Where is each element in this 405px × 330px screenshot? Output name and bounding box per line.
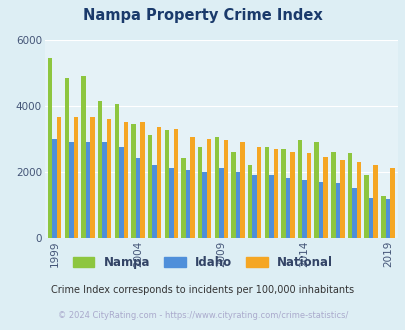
- Text: Crime Index corresponds to incidents per 100,000 inhabitants: Crime Index corresponds to incidents per…: [51, 285, 354, 295]
- Bar: [119, 147, 123, 238]
- Bar: [164, 130, 168, 238]
- Bar: [168, 168, 173, 238]
- Bar: [214, 137, 218, 238]
- Legend: Nampa, Idaho, National: Nampa, Idaho, National: [68, 251, 337, 274]
- Bar: [364, 175, 368, 238]
- Bar: [368, 198, 373, 238]
- Bar: [323, 157, 327, 238]
- Bar: [135, 158, 140, 238]
- Bar: [347, 153, 352, 238]
- Bar: [140, 122, 144, 238]
- Bar: [90, 117, 94, 238]
- Bar: [235, 172, 240, 238]
- Bar: [352, 188, 356, 238]
- Bar: [264, 147, 269, 238]
- Bar: [281, 148, 285, 238]
- Bar: [389, 168, 394, 238]
- Bar: [335, 183, 339, 238]
- Bar: [156, 127, 161, 238]
- Bar: [318, 182, 323, 238]
- Bar: [302, 180, 306, 238]
- Bar: [290, 152, 294, 238]
- Bar: [102, 142, 107, 238]
- Bar: [285, 178, 290, 238]
- Bar: [202, 172, 207, 238]
- Bar: [114, 104, 119, 238]
- Bar: [85, 142, 90, 238]
- Bar: [147, 135, 152, 238]
- Bar: [52, 139, 57, 238]
- Bar: [173, 129, 178, 238]
- Bar: [190, 137, 194, 238]
- Bar: [64, 78, 69, 238]
- Bar: [373, 165, 377, 238]
- Bar: [330, 152, 335, 238]
- Bar: [356, 162, 360, 238]
- Bar: [152, 165, 156, 238]
- Bar: [48, 58, 52, 238]
- Text: © 2024 CityRating.com - https://www.cityrating.com/crime-statistics/: © 2024 CityRating.com - https://www.city…: [58, 311, 347, 320]
- Bar: [81, 76, 85, 238]
- Bar: [306, 153, 311, 238]
- Bar: [123, 122, 128, 238]
- Bar: [252, 175, 256, 238]
- Bar: [207, 139, 211, 238]
- Bar: [380, 196, 385, 238]
- Bar: [197, 147, 202, 238]
- Bar: [107, 119, 111, 238]
- Bar: [131, 124, 135, 238]
- Bar: [69, 142, 73, 238]
- Bar: [314, 142, 318, 238]
- Bar: [256, 147, 261, 238]
- Bar: [185, 170, 190, 238]
- Bar: [57, 117, 61, 238]
- Text: Nampa Property Crime Index: Nampa Property Crime Index: [83, 8, 322, 23]
- Bar: [181, 158, 185, 238]
- Bar: [218, 168, 223, 238]
- Bar: [273, 148, 277, 238]
- Bar: [385, 199, 389, 238]
- Bar: [339, 160, 344, 238]
- Bar: [297, 140, 302, 238]
- Bar: [223, 140, 228, 238]
- Bar: [269, 175, 273, 238]
- Bar: [230, 152, 235, 238]
- Bar: [247, 165, 252, 238]
- Bar: [98, 101, 102, 238]
- Bar: [73, 117, 78, 238]
- Bar: [240, 142, 244, 238]
